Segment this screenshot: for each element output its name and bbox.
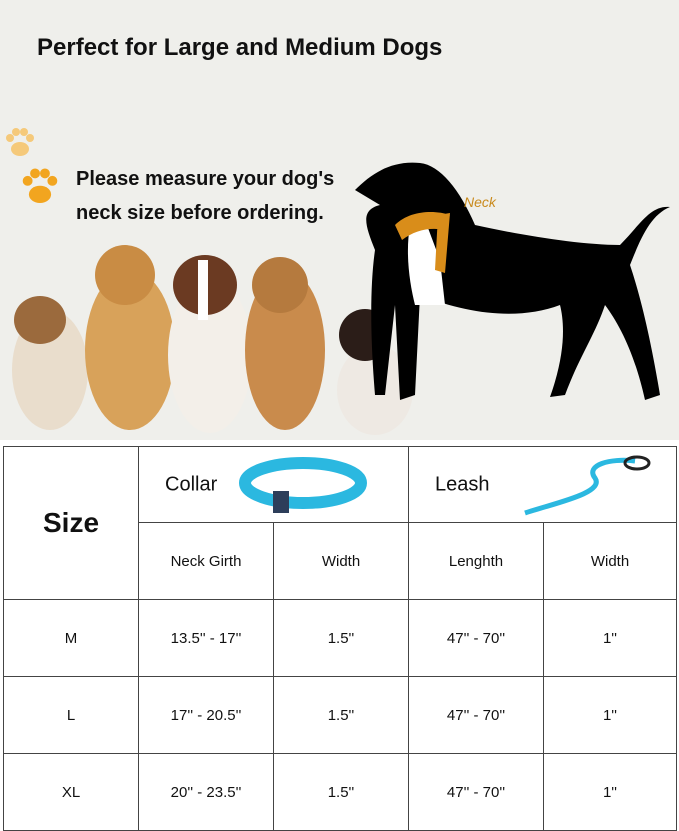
collar-width-cell: 1.5'' [273,676,409,754]
leash-header-cell: Leash [408,446,677,523]
puppy [12,296,88,430]
length-header: Lenghth [408,522,544,600]
instruction-line: neck size before ordering. [76,202,324,224]
neck-label: Neck [464,194,496,210]
table-row: M 13.5'' - 17'' 1.5'' 47'' - 70'' 1'' [3,599,677,677]
puppy [245,257,325,430]
paw-print-icon [22,168,58,204]
size-chart-table: Size Collar Leash Neck Girth Width Lengh… [3,446,677,831]
page-title: Perfect for Large and Medium Dogs [37,34,443,61]
collar-width-cell: 1.5'' [273,599,409,677]
collar-width-header: Width [273,522,409,600]
collar-header-cell: Collar [138,446,409,523]
table-row: L 17'' - 20.5'' 1.5'' 47'' - 70'' 1'' [3,676,677,754]
neck-girth-header: Neck Girth [138,522,274,600]
neck-girth-cell: 13.5'' - 17'' [138,599,274,677]
length-cell: 47'' - 70'' [408,753,544,831]
size-cell: XL [3,753,139,831]
size-cell: M [3,599,139,677]
leash-width-cell: 1'' [543,599,677,677]
leash-header: Leash [435,473,490,495]
paw-print-icon [6,128,34,156]
leash-width-cell: 1'' [543,676,677,754]
neck-girth-cell: 20'' - 23.5'' [138,753,274,831]
puppy [168,255,252,433]
collar-image [238,456,367,513]
size-cell: L [3,676,139,754]
neck-girth-cell: 17'' - 20.5'' [138,676,274,754]
dog-silhouette-illustration [355,162,670,400]
collar-header: Collar [165,473,218,495]
hero-banner: Perfect for Large and Medium Dogs Please… [0,0,679,440]
table-row: XL 20'' - 23.5'' 1.5'' 47'' - 70'' 1'' [3,753,677,831]
size-header: Size [3,446,139,600]
leash-image [524,455,651,515]
leash-width-header: Width [543,522,677,600]
measure-instruction: Please measure your dog's neck size befor… [76,162,334,230]
collar-width-cell: 1.5'' [273,753,409,831]
instruction-line: Please measure your dog's [76,168,335,190]
length-cell: 47'' - 70'' [408,599,544,677]
leash-width-cell: 1'' [543,753,677,831]
length-cell: 47'' - 70'' [408,676,544,754]
puppy [85,245,175,430]
